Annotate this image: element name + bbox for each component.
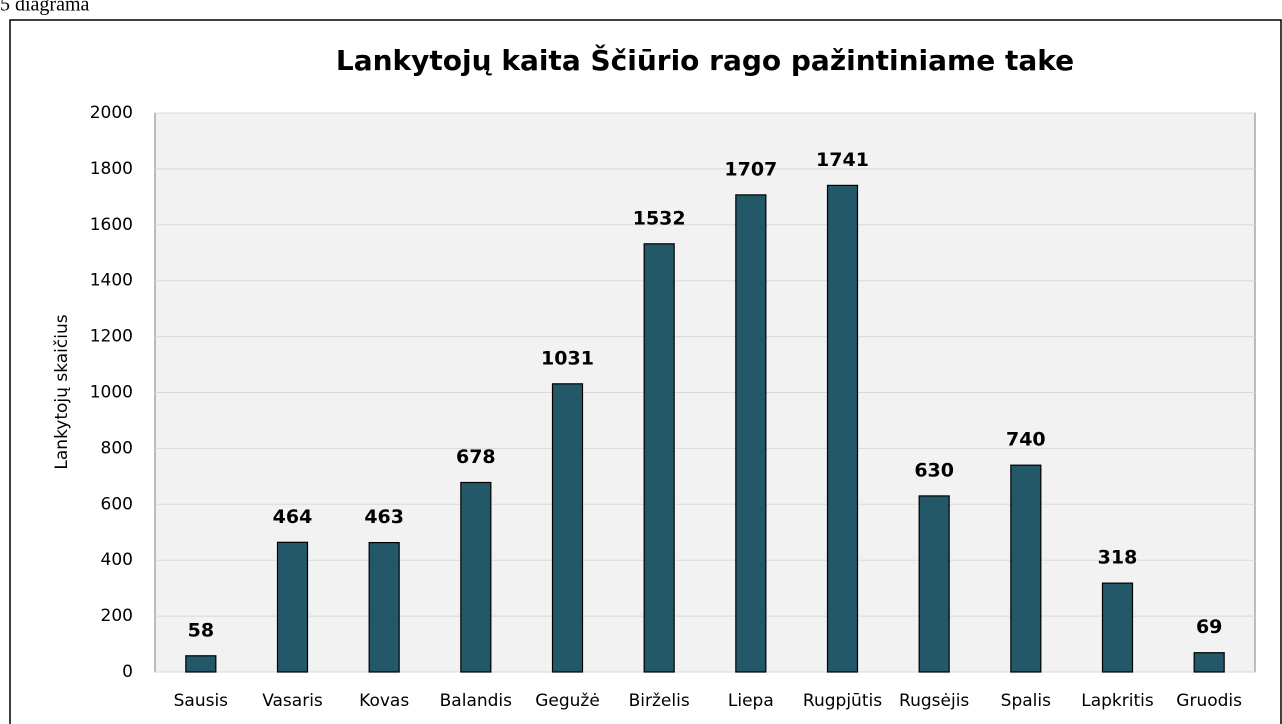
y-tick-label: 1600 [90,215,133,235]
bar [368,541,400,673]
value-label: 1741 [816,149,869,171]
bar [185,655,217,673]
chart-title: Lankytojų kaita Ščiūrio rago pažintiniam… [336,43,1074,77]
x-tick-label: Liepa [728,691,774,711]
value-label: 318 [1098,547,1138,569]
y-tick-label: 200 [101,606,133,626]
y-tick-label: 400 [101,550,133,570]
x-tick-label: Gruodis [1176,691,1242,711]
caption: 5 diagrama [0,0,90,16]
bar [735,194,767,673]
bar [551,383,584,673]
x-tick-label: Lapkritis [1081,691,1154,711]
value-label: 463 [364,506,404,528]
value-label: 740 [1006,429,1046,451]
bar [460,481,492,673]
bar [918,495,950,673]
x-tick-label: Balandis [440,691,513,711]
y-axis-label: Lankytojų skaičius [52,314,72,469]
y-tick-label: 1000 [90,383,133,403]
y-tick-label: 1200 [90,327,133,347]
x-tick-label: Vasaris [262,691,323,711]
y-tick-label: 0 [122,662,133,682]
value-label: 1707 [724,158,777,180]
bar [643,243,675,673]
bar [826,184,859,673]
bar [1193,652,1225,673]
x-tick-label: Gegužė [535,691,600,711]
bar [276,541,309,673]
x-tick-label: Rugpjūtis [803,691,882,711]
value-label: 58 [188,619,214,641]
y-tick-label: 800 [101,438,133,458]
value-label: 630 [914,459,954,481]
bar [1101,582,1134,673]
value-label: 69 [1196,616,1222,638]
x-tick-label: Birželis [629,691,690,711]
x-tick-label: Kovas [359,691,409,711]
y-tick-label: 1400 [90,271,133,291]
x-tick-label: Rugsėjis [899,691,969,711]
y-tick-label: 1800 [90,159,133,179]
y-tick-label: 2000 [90,103,133,123]
value-label: 1532 [633,207,686,229]
value-label: 1031 [541,347,594,369]
bar [1010,464,1042,673]
x-tick-label: Sausis [174,691,229,711]
value-label: 678 [456,446,496,468]
x-tick-label: Spalis [1001,691,1051,711]
value-label: 464 [273,506,313,528]
y-tick-label: 600 [101,494,133,514]
